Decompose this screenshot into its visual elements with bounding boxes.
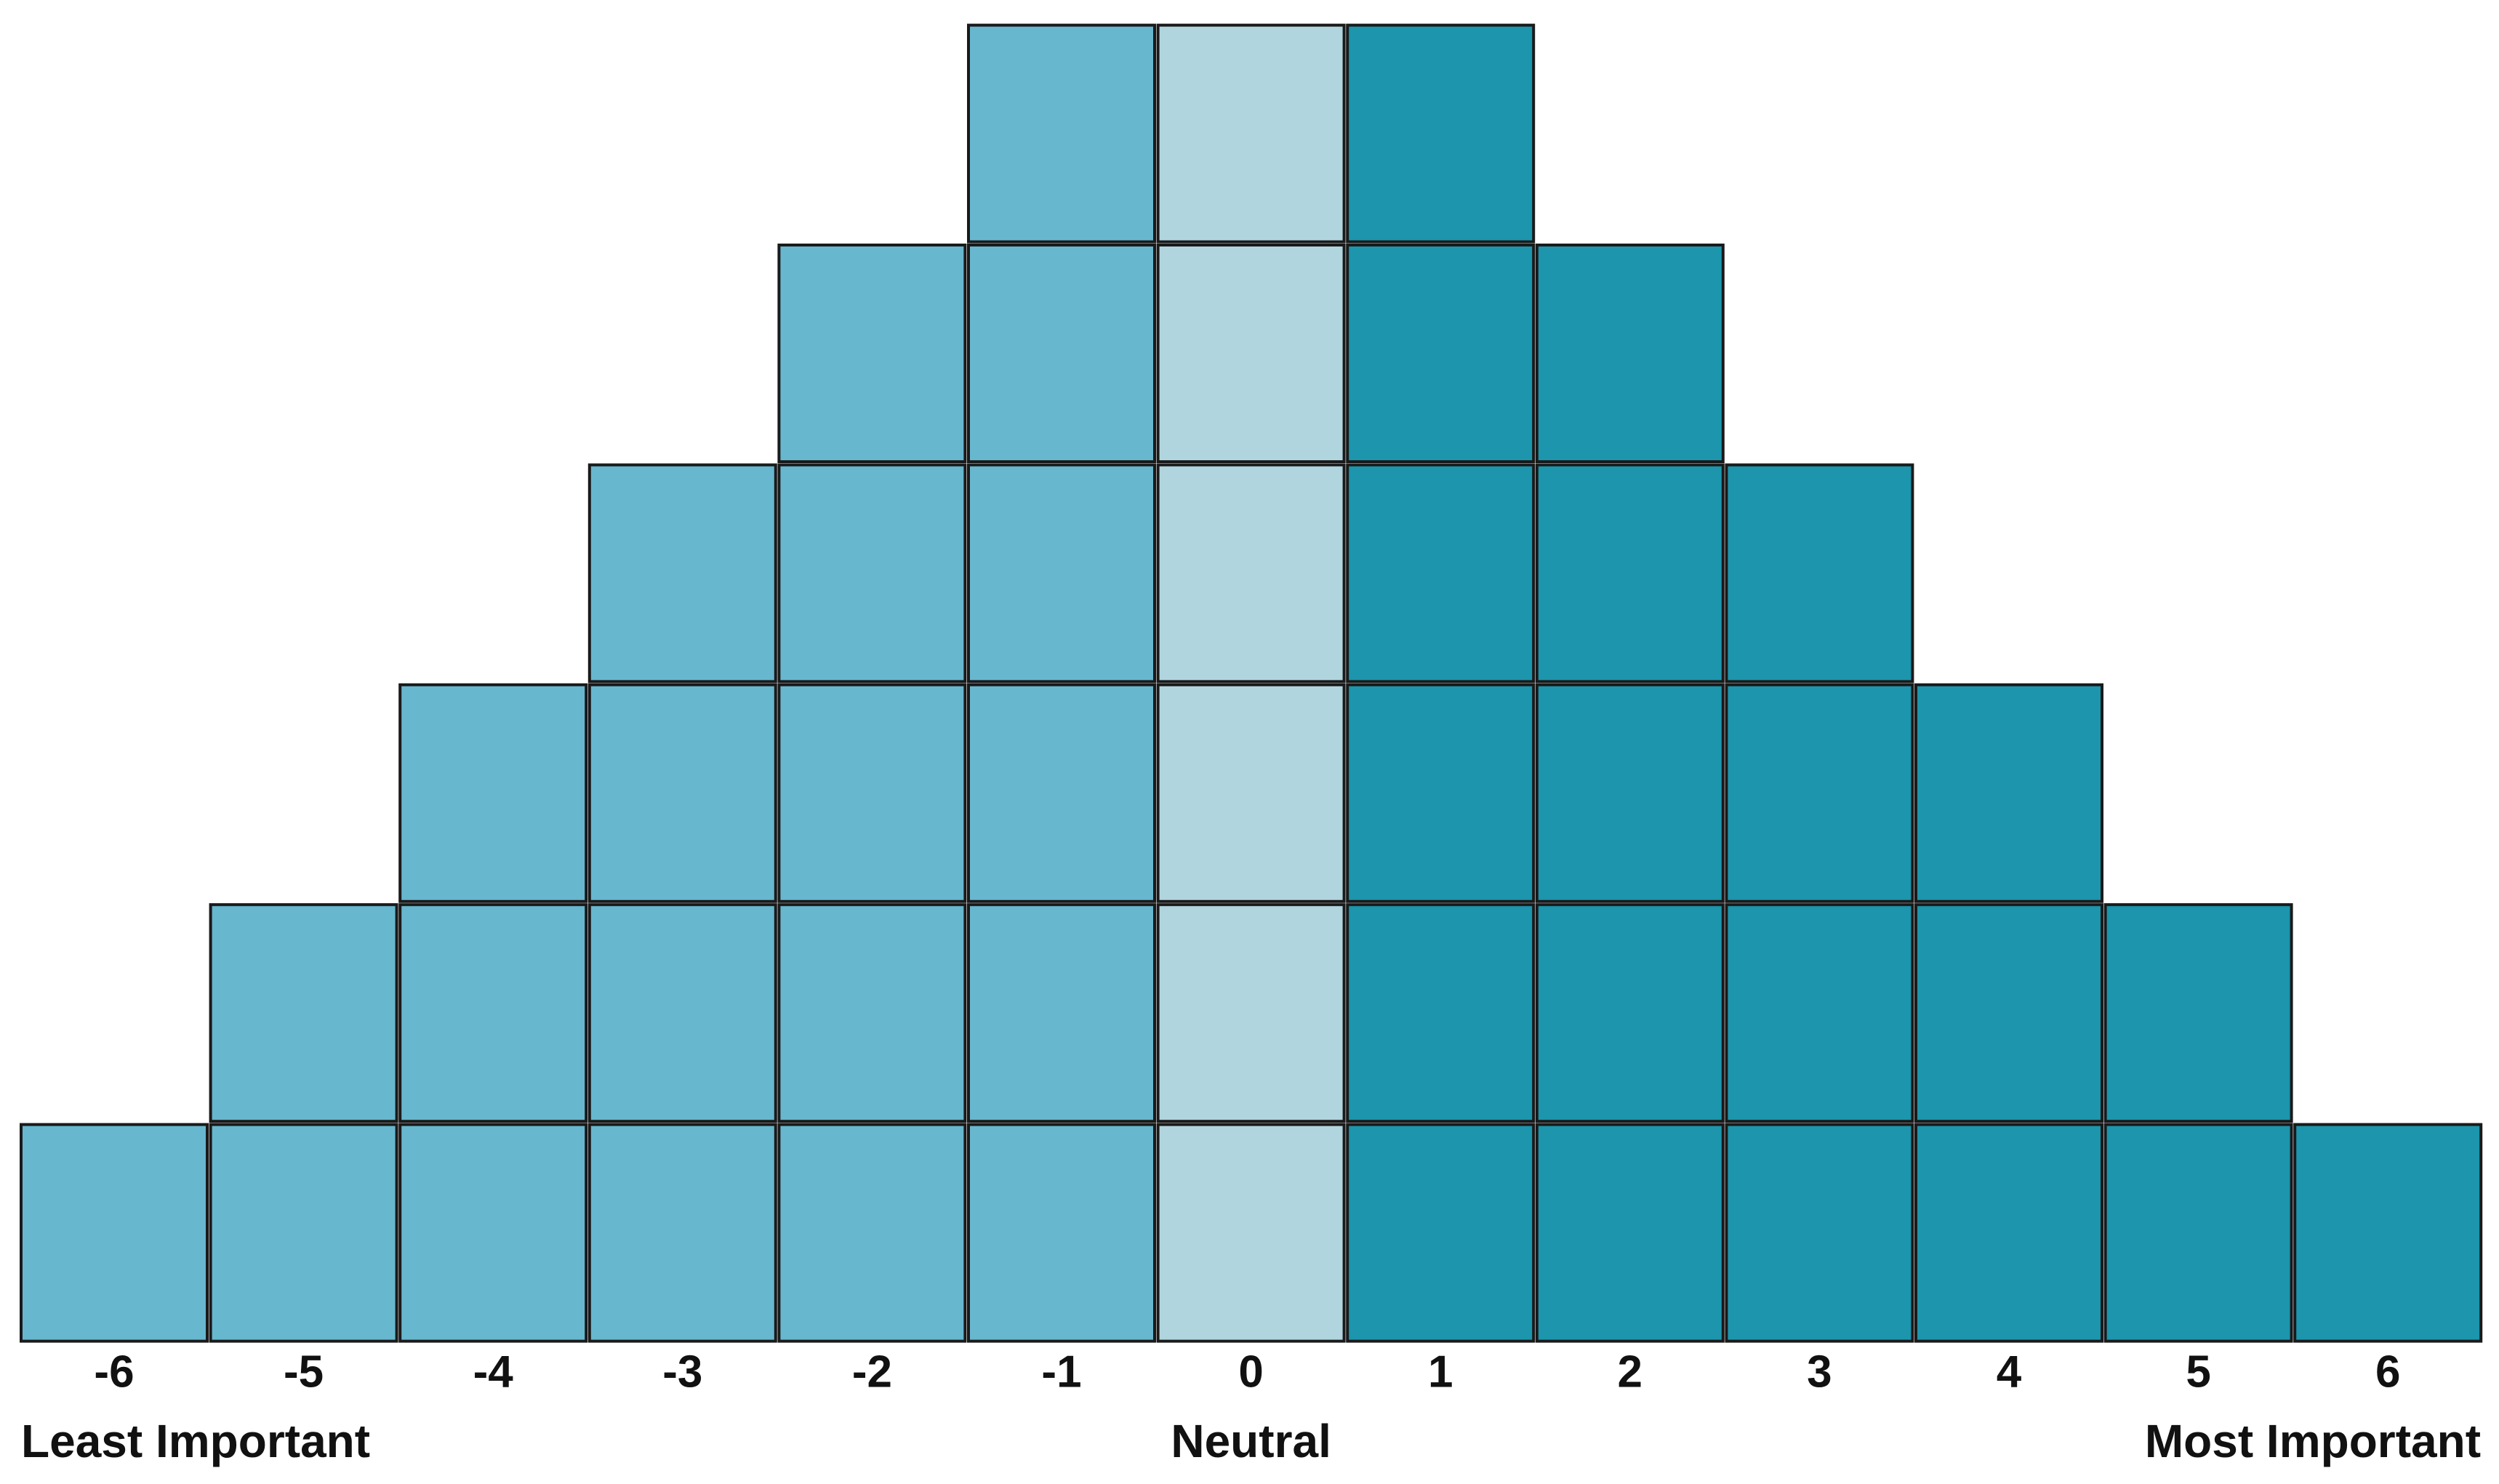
grid-cell <box>2103 903 2293 1123</box>
grid-cell <box>967 903 1156 1123</box>
grid-cell <box>398 1123 588 1343</box>
grid-cell <box>1914 903 2103 1123</box>
grid-cell <box>1156 1123 1346 1343</box>
column-label: -3 <box>662 1347 702 1397</box>
grid-cell <box>1156 683 1346 903</box>
grid-cell <box>587 903 777 1123</box>
grid-cell <box>1535 903 1725 1123</box>
grid-cell <box>1535 1123 1725 1343</box>
column-label: 1 <box>1428 1347 1453 1397</box>
grid-cell <box>209 903 398 1123</box>
grid-cell <box>967 683 1156 903</box>
grid-cell <box>967 244 1156 463</box>
column-label: -2 <box>852 1347 892 1397</box>
grid-cell <box>1535 244 1725 463</box>
center-anchor: Neutral <box>1171 1415 1331 1467</box>
grid-cell <box>1156 23 1346 244</box>
right-anchor: Most Important <box>2145 1415 2481 1467</box>
grid-cell <box>777 463 967 683</box>
column-label: -4 <box>473 1347 514 1397</box>
grid-cell <box>1535 683 1725 903</box>
grid-cell <box>2103 1123 2293 1343</box>
column-label: 2 <box>1618 1347 1642 1397</box>
column-label: -5 <box>284 1347 324 1397</box>
grid-cell <box>1725 1123 1914 1343</box>
grid-cell <box>1725 683 1914 903</box>
grid-cell <box>587 683 777 903</box>
grid-cell <box>777 244 967 463</box>
grid-cell <box>967 23 1156 244</box>
grid-cell <box>2293 1123 2483 1343</box>
grid-cell <box>1914 683 2103 903</box>
grid-cell <box>1156 903 1346 1123</box>
grid-cell <box>1346 683 1536 903</box>
left-anchor: Least Important <box>21 1415 370 1467</box>
grid-cell <box>1346 463 1536 683</box>
grid-cell <box>967 1123 1156 1343</box>
grid-cell <box>1725 903 1914 1123</box>
grid-cell <box>587 1123 777 1343</box>
grid-cell <box>398 903 588 1123</box>
grid-cell <box>1156 244 1346 463</box>
column-label: 0 <box>1238 1347 1263 1397</box>
grid-cell <box>1156 463 1346 683</box>
grid-cell <box>967 463 1156 683</box>
grid-cell <box>587 463 777 683</box>
column-label: -6 <box>94 1347 134 1397</box>
grid-cell <box>20 1123 209 1343</box>
grid-cell <box>777 903 967 1123</box>
grid-cell <box>398 683 588 903</box>
grid-cell <box>1725 463 1914 683</box>
grid-cell <box>1346 903 1536 1123</box>
grid-cell <box>777 683 967 903</box>
grid-cell <box>1914 1123 2103 1343</box>
grid-cell <box>209 1123 398 1343</box>
grid-cell <box>777 1123 967 1343</box>
column-label: 6 <box>2375 1347 2400 1397</box>
column-label: 3 <box>1807 1347 1832 1397</box>
column-label: -1 <box>1041 1347 1081 1397</box>
grid-cell <box>1346 23 1536 244</box>
grid-cell <box>1535 463 1725 683</box>
grid-cell <box>1346 244 1536 463</box>
grid-cell <box>1346 1123 1536 1343</box>
column-label: 5 <box>2186 1347 2210 1397</box>
column-label: 4 <box>1997 1347 2022 1397</box>
